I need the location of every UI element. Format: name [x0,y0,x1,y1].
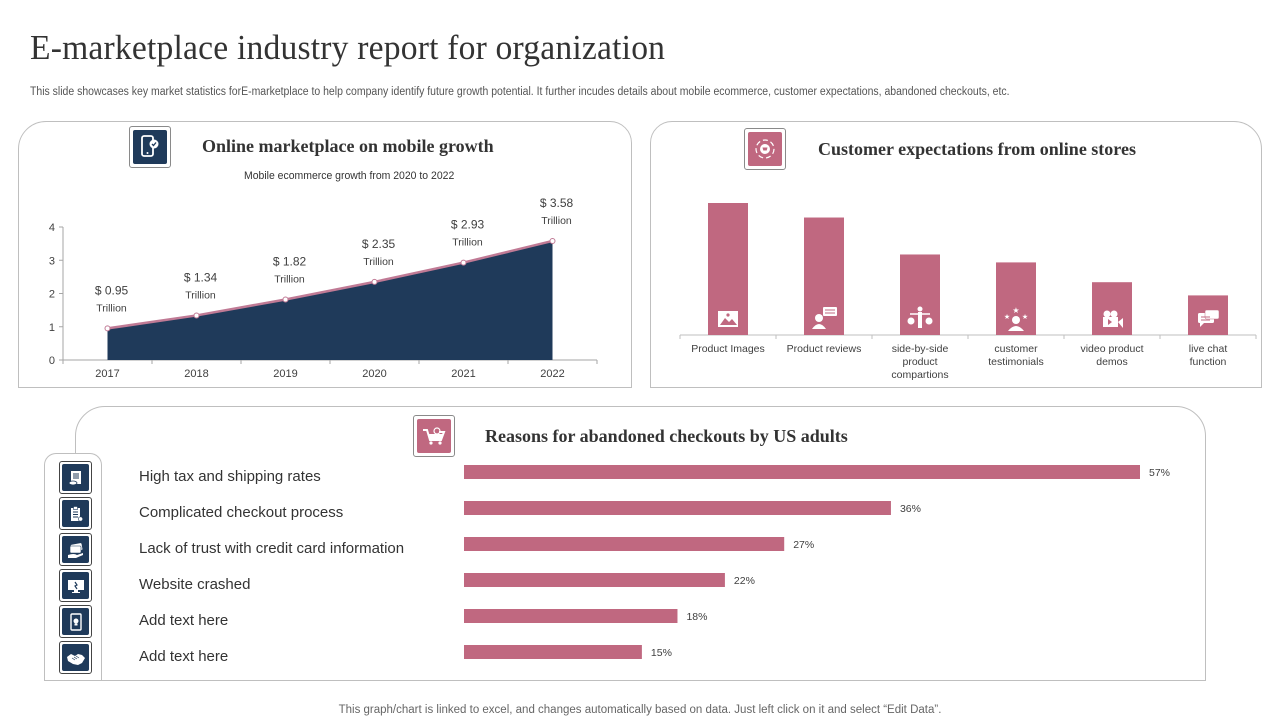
side-icon-box [59,497,92,530]
reason-label: High tax and shipping rates [139,468,321,485]
reason-label: Lack of trust with credit card informati… [139,540,405,557]
reason-label: Website crashed [139,576,251,593]
customer-expectations-card [650,121,1262,388]
tax-receipt-icon [62,464,89,491]
side-icon-box [59,461,92,494]
cart-cycle-icon [748,132,782,166]
footer-note: This graph/chart is linked to excel, and… [338,704,942,716]
credit-card-hand-icon [62,536,89,563]
mobile-growth-title: Online marketplace on mobile growth [202,136,494,156]
side-icon-box [59,641,92,674]
page-subtitle: This slide showcases key market statisti… [30,86,1010,98]
clipboard-checklist-icon [62,500,89,527]
mobile-growth-card [18,121,632,388]
page-title: E-marketplace industry report for organi… [30,28,666,67]
customer-expectations-title: Customer expectations from online stores [818,139,1136,159]
reason-label: Complicated checkout process [139,504,344,521]
mobile-growth-subtitle: Mobile ecommerce growth from 2020 to 202… [244,170,455,182]
customer-expectations-icon-box [744,128,786,170]
monitor-crash-icon [62,572,89,599]
side-icon-box [59,605,92,638]
side-icon-box [59,533,92,566]
side-icon-box [59,569,92,602]
mobile-phone-icon [133,130,167,164]
shopping-cart-icon [417,419,451,453]
handshake-icon [62,644,89,671]
mobile-growth-icon-box [129,126,171,168]
divider [44,680,1206,681]
abandoned-checkouts-icon-box [413,415,455,457]
reason-label: Add text here [139,648,229,665]
abandoned-checkouts-title: Reasons for abandoned checkouts by US ad… [485,426,848,446]
reason-label: Add text here [139,612,229,629]
mobile-security-icon [62,608,89,635]
